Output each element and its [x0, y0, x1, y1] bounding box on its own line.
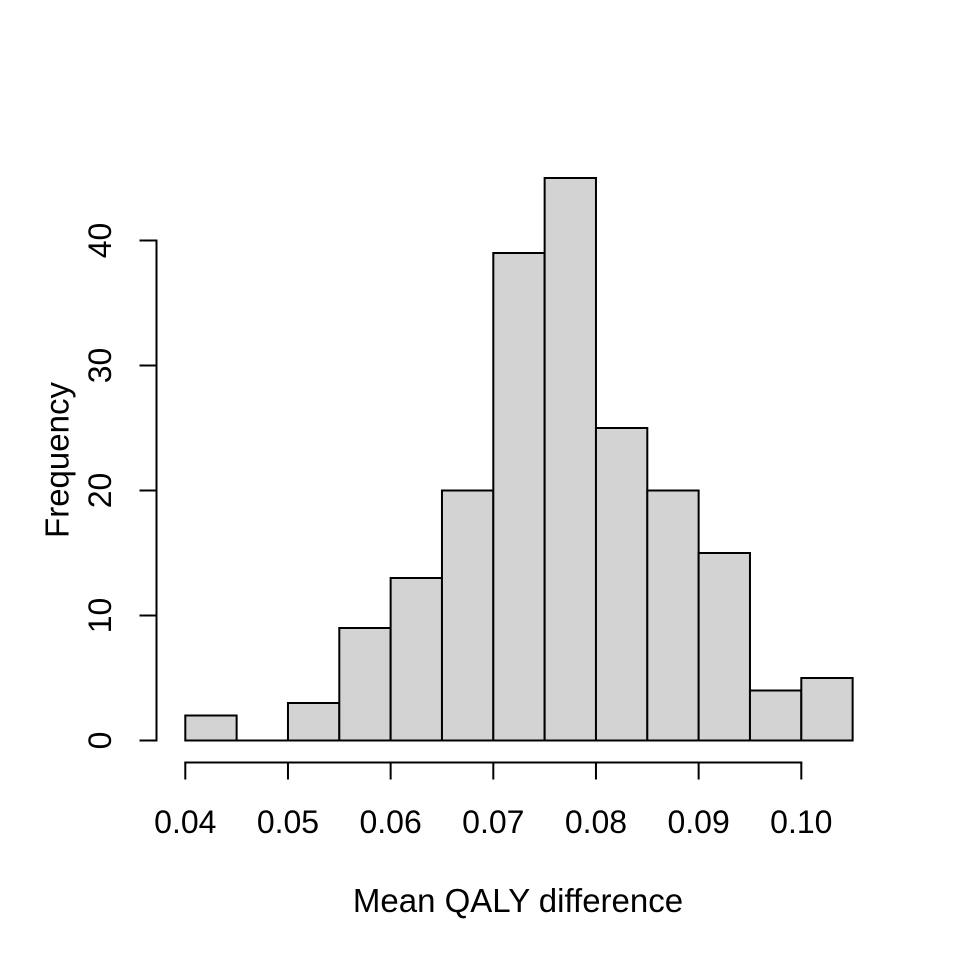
x-tick-label: 0.08 — [565, 804, 627, 840]
histogram-bar — [543, 177, 597, 742]
x-tick-label: 0.06 — [359, 804, 421, 840]
x-tick-label: 0.05 — [257, 804, 319, 840]
y-tick-label: 20 — [82, 473, 118, 509]
histogram-bar — [594, 427, 649, 742]
y-tick-label: 0 — [82, 732, 118, 750]
histogram-bar — [184, 714, 238, 742]
histogram-bar — [492, 252, 546, 742]
histogram-bar — [286, 702, 341, 742]
histogram-bar — [440, 489, 495, 742]
y-tick-label: 40 — [82, 223, 118, 259]
y-tick-label: 10 — [82, 598, 118, 634]
histogram-bar — [389, 577, 443, 742]
x-axis-title: Mean QALY difference — [353, 882, 683, 919]
x-tick-label: 0.07 — [462, 804, 524, 840]
y-axis-title: Frequency — [39, 382, 76, 538]
histogram-bar — [697, 552, 751, 742]
histogram-bar — [338, 627, 392, 742]
histogram-bar — [646, 489, 700, 742]
histogram-bar — [748, 689, 803, 742]
x-tick-label: 0.04 — [154, 804, 216, 840]
histogram-bar — [800, 677, 854, 742]
y-tick-label: 30 — [82, 348, 118, 384]
x-tick-label: 0.09 — [667, 804, 729, 840]
x-tick-label: 0.10 — [770, 804, 832, 840]
